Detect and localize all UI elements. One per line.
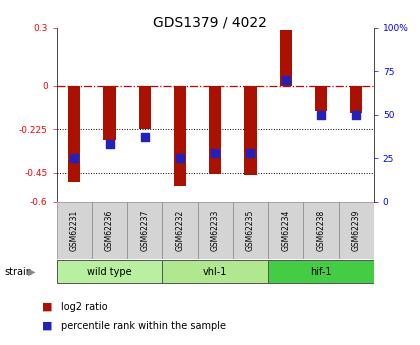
Bar [103, 86, 116, 140]
Point [142, 135, 148, 140]
Bar [303, 202, 339, 259]
Text: GDS1379 / 4022: GDS1379 / 4022 [153, 16, 267, 30]
Text: percentile rank within the sample: percentile rank within the sample [61, 321, 226, 331]
Text: ■: ■ [42, 321, 52, 331]
Text: strain: strain [4, 267, 32, 276]
Text: wild type: wild type [87, 267, 132, 277]
Text: GSM62237: GSM62237 [140, 210, 149, 251]
Bar [315, 86, 327, 111]
Bar [68, 86, 81, 183]
Point [247, 150, 254, 156]
Bar [280, 30, 292, 86]
Bar [163, 260, 268, 283]
Bar [233, 202, 268, 259]
Bar [92, 202, 127, 259]
Text: GSM62233: GSM62233 [211, 210, 220, 251]
Bar [57, 260, 163, 283]
Text: GSM62236: GSM62236 [105, 210, 114, 251]
Point [212, 150, 219, 156]
Point [106, 141, 113, 147]
Bar [163, 202, 198, 259]
Text: GSM62238: GSM62238 [316, 210, 326, 251]
Point [282, 77, 289, 83]
Bar [198, 202, 233, 259]
Text: hif-1: hif-1 [310, 267, 332, 277]
Text: ■: ■ [42, 302, 52, 312]
Bar [339, 202, 374, 259]
Text: GSM62235: GSM62235 [246, 210, 255, 251]
Text: GSM62234: GSM62234 [281, 210, 290, 251]
Text: ▶: ▶ [28, 267, 35, 276]
Bar [350, 86, 362, 113]
Bar [57, 202, 92, 259]
Text: GSM62231: GSM62231 [70, 210, 79, 251]
Point [71, 156, 78, 161]
Bar [139, 86, 151, 129]
Bar [174, 86, 186, 186]
Bar [127, 202, 163, 259]
Text: vhl-1: vhl-1 [203, 267, 228, 277]
Bar [268, 260, 374, 283]
Point [353, 112, 360, 117]
Bar [268, 202, 303, 259]
Text: GSM62239: GSM62239 [352, 210, 361, 251]
Text: log2 ratio: log2 ratio [61, 302, 108, 312]
Point [177, 156, 184, 161]
Text: GSM62232: GSM62232 [176, 210, 184, 251]
Bar [209, 86, 221, 174]
Point [318, 112, 324, 117]
Bar [244, 86, 257, 175]
